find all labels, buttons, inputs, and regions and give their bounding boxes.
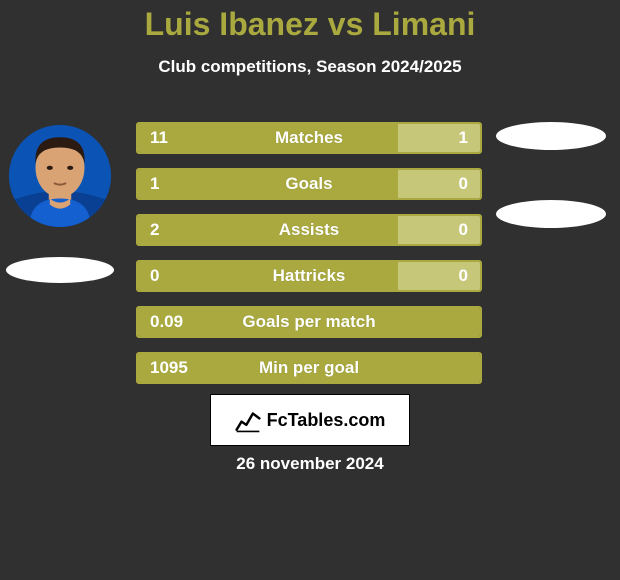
stat-value-right: 0 <box>459 262 468 290</box>
date-label: 26 november 2024 <box>0 454 620 474</box>
stat-value-right: 1 <box>459 124 468 152</box>
stat-label: Matches <box>138 124 480 152</box>
stat-bar: Assists2 0 <box>136 214 482 246</box>
stat-label: Hattricks <box>138 262 480 290</box>
stat-value-left: 2 <box>150 216 159 244</box>
stat-bar: Min per goal1095 <box>136 352 482 384</box>
stat-value-left: 11 <box>150 124 168 152</box>
brand-text: FcTables.com <box>267 410 386 431</box>
player-left-column <box>8 125 112 283</box>
player-right-name-pill-1 <box>496 122 606 150</box>
brand-box: FcTables.com <box>210 394 410 446</box>
player-left-avatar <box>9 125 111 227</box>
stat-value-left: 0.09 <box>150 308 183 336</box>
stat-label: Assists <box>138 216 480 244</box>
stat-value-left: 1 <box>150 170 159 198</box>
stat-bar: Goals1 0 <box>136 168 482 200</box>
player-right-column <box>492 122 610 228</box>
stat-label: Goals per match <box>138 308 480 336</box>
stat-bars: Matches111Goals10Assists20Hattricks00Goa… <box>136 122 482 384</box>
brand-logo-icon <box>235 407 261 433</box>
stat-value-right: 0 <box>459 216 468 244</box>
page-title: Luis Ibanez vs Limani <box>0 6 620 43</box>
stat-value-left: 0 <box>150 262 159 290</box>
stat-label: Goals <box>138 170 480 198</box>
page-subtitle: Club competitions, Season 2024/2025 <box>0 57 620 77</box>
stat-bar: Hattricks0 0 <box>136 260 482 292</box>
stat-value-right: 0 <box>459 170 468 198</box>
stat-label: Min per goal <box>138 354 480 382</box>
stat-bar: Goals per match0.09 <box>136 306 482 338</box>
player-right-name-pill-2 <box>496 200 606 228</box>
stat-bar: Matches111 <box>136 122 482 154</box>
stat-value-left: 1095 <box>150 354 188 382</box>
player-left-name-pill <box>6 257 114 283</box>
